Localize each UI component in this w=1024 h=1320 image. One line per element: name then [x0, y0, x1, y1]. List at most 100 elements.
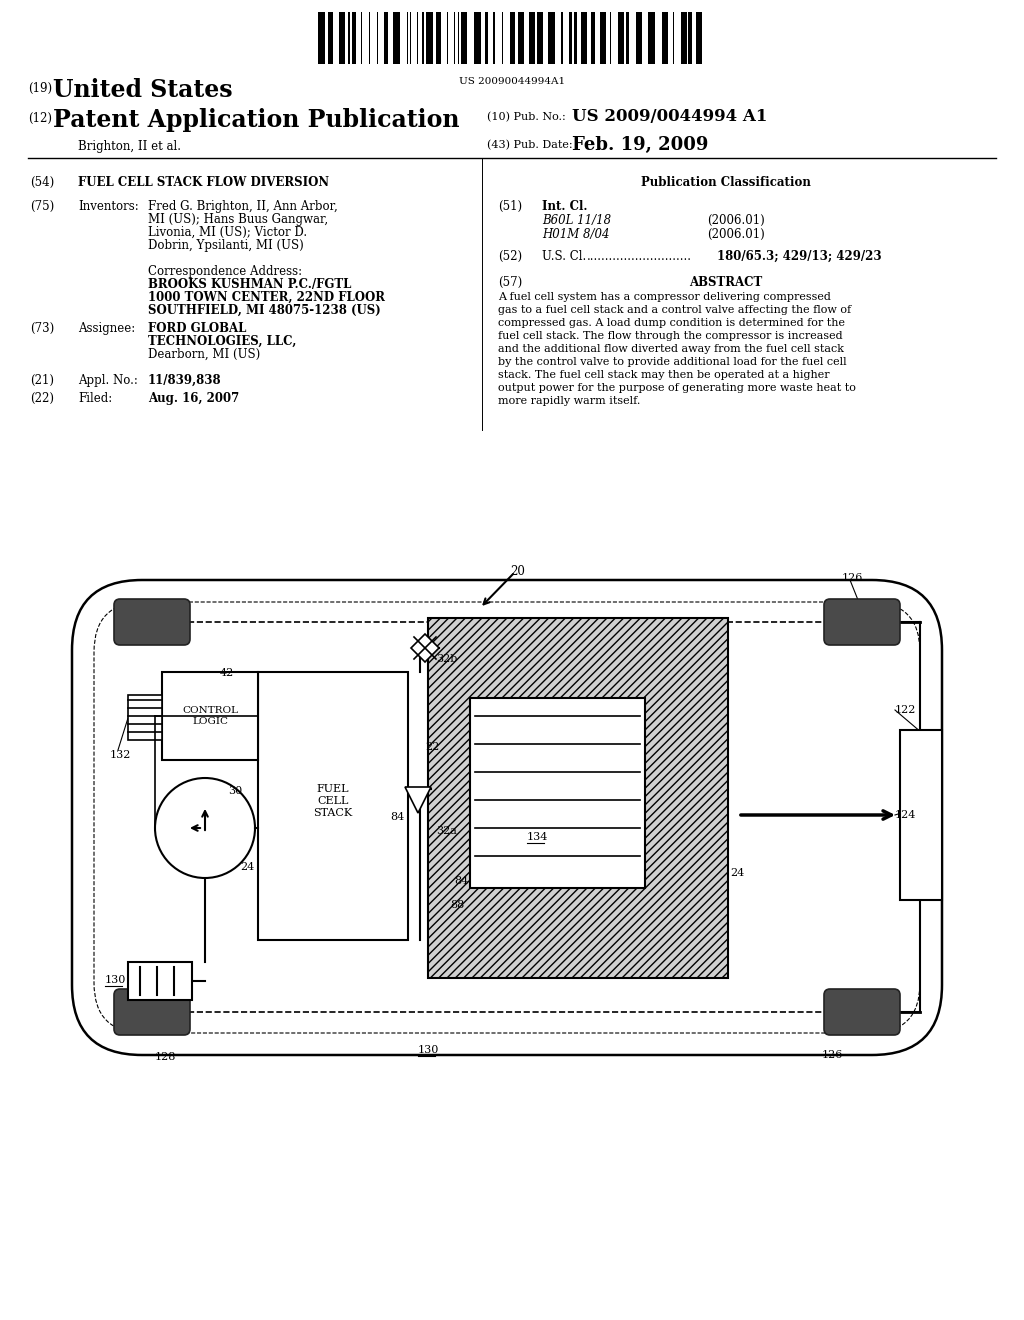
Text: 32a: 32a [436, 826, 457, 836]
Text: 32b: 32b [436, 653, 458, 664]
Text: Livonia, MI (US); Victor D.: Livonia, MI (US); Victor D. [148, 226, 307, 239]
Text: Int. Cl.: Int. Cl. [542, 201, 588, 213]
Text: 84: 84 [454, 876, 468, 886]
Text: Feb. 19, 2009: Feb. 19, 2009 [572, 136, 709, 154]
Text: 128: 128 [155, 1052, 176, 1063]
Bar [600, 12, 606, 63]
Bar [681, 12, 687, 63]
Bar [436, 12, 441, 63]
Bar [494, 12, 495, 63]
Text: (43) Pub. Date:: (43) Pub. Date: [487, 140, 572, 150]
Bar [426, 12, 433, 63]
Text: 20: 20 [510, 565, 525, 578]
Text: 88: 88 [450, 900, 464, 909]
Text: gas to a fuel cell stack and a control valve affecting the flow of: gas to a fuel cell stack and a control v… [498, 305, 851, 315]
Bar [128, 696, 162, 741]
Text: (51): (51) [498, 201, 522, 213]
Text: (2006.01): (2006.01) [707, 214, 765, 227]
Text: (10) Pub. No.:: (10) Pub. No.: [487, 112, 565, 123]
Text: Assignee:: Assignee: [78, 322, 135, 335]
Bar [548, 12, 555, 63]
Bar [318, 12, 325, 63]
Polygon shape [406, 787, 431, 813]
Text: 22: 22 [425, 742, 439, 752]
Bar [369, 12, 370, 63]
Bar [673, 12, 675, 63]
Text: and the additional flow diverted away from the fuel cell stack: and the additional flow diverted away fr… [498, 345, 844, 354]
Bar [393, 12, 400, 63]
FancyBboxPatch shape [824, 989, 900, 1035]
Text: TECHNOLOGIES, LLC,: TECHNOLOGIES, LLC, [148, 335, 296, 348]
Text: ............................: ............................ [587, 249, 692, 263]
Text: ABSTRACT: ABSTRACT [689, 276, 763, 289]
Circle shape [155, 777, 255, 878]
Text: (75): (75) [30, 201, 54, 213]
Text: Patent Application Publication: Patent Application Publication [53, 108, 460, 132]
Text: (2006.01): (2006.01) [707, 228, 765, 242]
Text: 30: 30 [228, 785, 243, 796]
Bar [348, 12, 349, 63]
Text: Appl. No.:: Appl. No.: [78, 374, 138, 387]
Bar [328, 12, 333, 63]
Bar [648, 12, 655, 63]
Text: US 2009/0044994 A1: US 2009/0044994 A1 [572, 108, 767, 125]
Text: compressed gas. A load dump condition is determined for the: compressed gas. A load dump condition is… [498, 318, 845, 327]
Text: stack. The fuel cell stack may then be operated at a higher: stack. The fuel cell stack may then be o… [498, 370, 829, 380]
Text: U.S. Cl.: U.S. Cl. [542, 249, 587, 263]
Bar [384, 12, 388, 63]
Text: (19): (19) [28, 82, 52, 95]
Text: 84: 84 [390, 812, 404, 822]
Text: (54): (54) [30, 176, 54, 189]
Text: 1000 TOWN CENTER, 22ND FLOOR: 1000 TOWN CENTER, 22ND FLOOR [148, 290, 385, 304]
Bar [591, 12, 595, 63]
Bar [696, 12, 701, 63]
Bar [569, 12, 571, 63]
Text: United States: United States [53, 78, 232, 102]
Text: FUEL CELL STACK FLOW DIVERSION: FUEL CELL STACK FLOW DIVERSION [78, 176, 329, 189]
Bar [470, 698, 645, 888]
Text: more rapidly warm itself.: more rapidly warm itself. [498, 396, 640, 407]
Text: Fred G. Brighton, II, Ann Arbor,: Fred G. Brighton, II, Ann Arbor, [148, 201, 338, 213]
Text: 24: 24 [240, 862, 254, 873]
Bar [529, 12, 535, 63]
Text: 42: 42 [220, 668, 234, 678]
Text: MI (US); Hans Buus Gangwar,: MI (US); Hans Buus Gangwar, [148, 213, 328, 226]
Text: Dearborn, MI (US): Dearborn, MI (US) [148, 348, 260, 360]
Bar [258, 672, 408, 940]
Bar [408, 12, 409, 63]
Text: 124: 124 [895, 810, 916, 820]
Text: fuel cell stack. The flow through the compressor is increased: fuel cell stack. The flow through the co… [498, 331, 843, 341]
Text: (57): (57) [498, 276, 522, 289]
Text: by the control valve to provide additional load for the fuel cell: by the control valve to provide addition… [498, 356, 847, 367]
Bar [417, 12, 418, 63]
Text: Aug. 16, 2007: Aug. 16, 2007 [148, 392, 240, 405]
Text: 130: 130 [105, 975, 126, 985]
Text: (73): (73) [30, 322, 54, 335]
Text: 132: 132 [110, 750, 131, 760]
Bar [502, 12, 503, 63]
Bar [518, 12, 523, 63]
Bar [485, 12, 488, 63]
Text: (22): (22) [30, 392, 54, 405]
Text: FORD GLOBAL: FORD GLOBAL [148, 322, 247, 335]
Bar [410, 12, 412, 63]
Bar [510, 12, 515, 63]
Bar [900, 730, 942, 900]
Bar [428, 618, 728, 978]
Bar [360, 12, 361, 63]
Text: 134: 134 [527, 832, 549, 842]
Text: (12): (12) [28, 112, 52, 125]
Bar [461, 12, 467, 63]
Text: Inventors:: Inventors: [78, 201, 138, 213]
Bar [688, 12, 692, 63]
Text: FUEL
CELL
STACK: FUEL CELL STACK [313, 784, 352, 817]
Bar [582, 12, 587, 63]
Bar [663, 12, 668, 63]
Bar [474, 12, 481, 63]
FancyBboxPatch shape [824, 599, 900, 645]
Polygon shape [411, 634, 439, 663]
Text: output power for the purpose of generating more waste heat to: output power for the purpose of generati… [498, 383, 856, 393]
Text: 24: 24 [730, 869, 744, 878]
Text: Brighton, II et al.: Brighton, II et al. [78, 140, 181, 153]
Bar [610, 12, 611, 63]
